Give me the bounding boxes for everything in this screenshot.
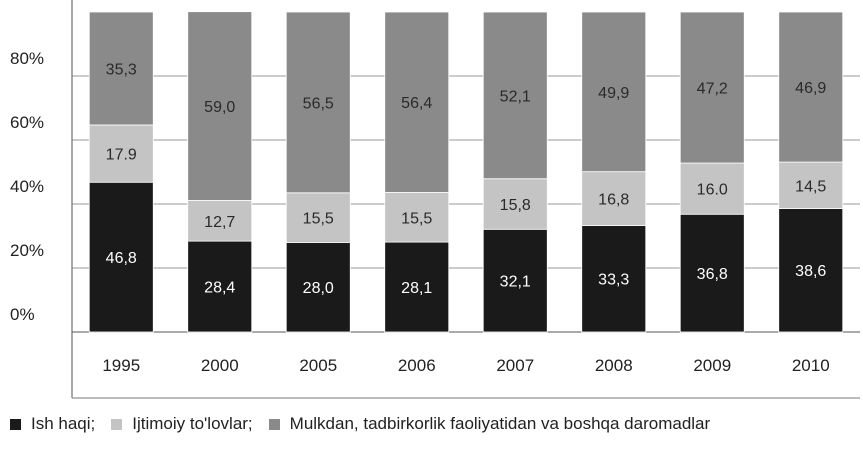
bar-segment	[285, 192, 351, 243]
y-tick-label: 0%	[10, 305, 35, 324]
data-label: 46,8	[106, 250, 137, 267]
legend-item-mulkdan: Mulkdan, tadbirkorlik faoliyatidan va bo…	[268, 414, 711, 434]
bar-segment	[581, 11, 647, 173]
x-tick-label: 2005	[299, 356, 337, 375]
legend-label-ijtimoiy: Ijtimoiy to'lovlar;	[132, 414, 253, 433]
data-label: 56,5	[303, 95, 334, 112]
data-label: 59,0	[204, 99, 235, 116]
x-tick-label: 2006	[398, 356, 436, 375]
legend-item-ijtimoiy: Ijtimoiy to'lovlar;	[111, 414, 253, 434]
bar-segment	[679, 11, 745, 164]
y-tick-label: 60%	[10, 113, 44, 132]
bar-segment	[581, 171, 647, 226]
bar-segment	[384, 11, 450, 193]
x-tick-label: 2009	[693, 356, 731, 375]
legend: Ish haqi; Ijtimoiy to'lovlar; Mulkdan, t…	[10, 414, 710, 434]
bar-segment	[482, 228, 548, 333]
x-tick-label: 1995	[102, 356, 140, 375]
bar-segment	[778, 208, 844, 333]
bar-segment	[88, 124, 154, 183]
bar-segment	[778, 11, 844, 163]
bar-segment	[679, 213, 745, 333]
data-label: 16.0	[697, 182, 728, 199]
data-label: 32,1	[500, 274, 531, 291]
y-tick-label: 40%	[10, 177, 44, 196]
data-label: 47,2	[697, 81, 728, 98]
bar-segment	[187, 200, 253, 242]
bar-segment	[778, 161, 844, 209]
data-label: 28,1	[401, 280, 432, 297]
bar-segment	[285, 11, 351, 194]
data-label: 56,4	[401, 95, 432, 112]
x-tick-label: 2008	[595, 356, 633, 375]
data-label: 35,3	[106, 61, 137, 78]
data-label: 15,5	[401, 210, 432, 227]
x-tick-label: 2000	[201, 356, 239, 375]
bar-segment	[482, 178, 548, 230]
bar-segment	[384, 241, 450, 333]
data-label: 16,8	[598, 192, 629, 209]
legend-swatch-mulkdan	[268, 418, 280, 430]
bar-segment	[187, 240, 253, 333]
data-label: 46,9	[795, 80, 826, 97]
bar-segment	[482, 11, 548, 180]
bar-segment	[384, 192, 450, 243]
data-label: 28,0	[303, 280, 334, 297]
data-label: 12,7	[204, 214, 235, 231]
bar-segment	[581, 225, 647, 333]
legend-label-ish-haqi: Ish haqi;	[31, 414, 96, 433]
data-label: 49,9	[598, 85, 629, 102]
data-label: 15,8	[500, 197, 531, 214]
bar-segment	[285, 241, 351, 333]
data-label: 36,8	[697, 266, 728, 283]
legend-item-ish-haqi: Ish haqi;	[10, 414, 95, 434]
legend-swatch-ish-haqi	[10, 418, 21, 430]
bar-segment	[679, 162, 745, 215]
data-label: 33,3	[598, 272, 629, 289]
y-tick-label: 80%	[10, 49, 44, 68]
bar-segment	[88, 181, 154, 333]
legend-swatch-ijtimoiy	[111, 418, 123, 430]
bar-segment	[187, 11, 253, 201]
bar-segment	[88, 11, 154, 126]
data-label: 52,1	[500, 88, 531, 105]
data-label: 38,6	[795, 263, 826, 280]
x-tick-label: 2010	[792, 356, 830, 375]
x-tick-label: 2007	[496, 356, 534, 375]
data-label: 14,5	[795, 178, 826, 195]
y-tick-label: 20%	[10, 241, 44, 260]
data-label: 28,4	[204, 280, 235, 297]
data-label: 17.9	[106, 147, 137, 164]
data-label: 15,5	[303, 211, 334, 228]
legend-label-mulkdan: Mulkdan, tadbirkorlik faoliyatidan va bo…	[289, 414, 711, 433]
